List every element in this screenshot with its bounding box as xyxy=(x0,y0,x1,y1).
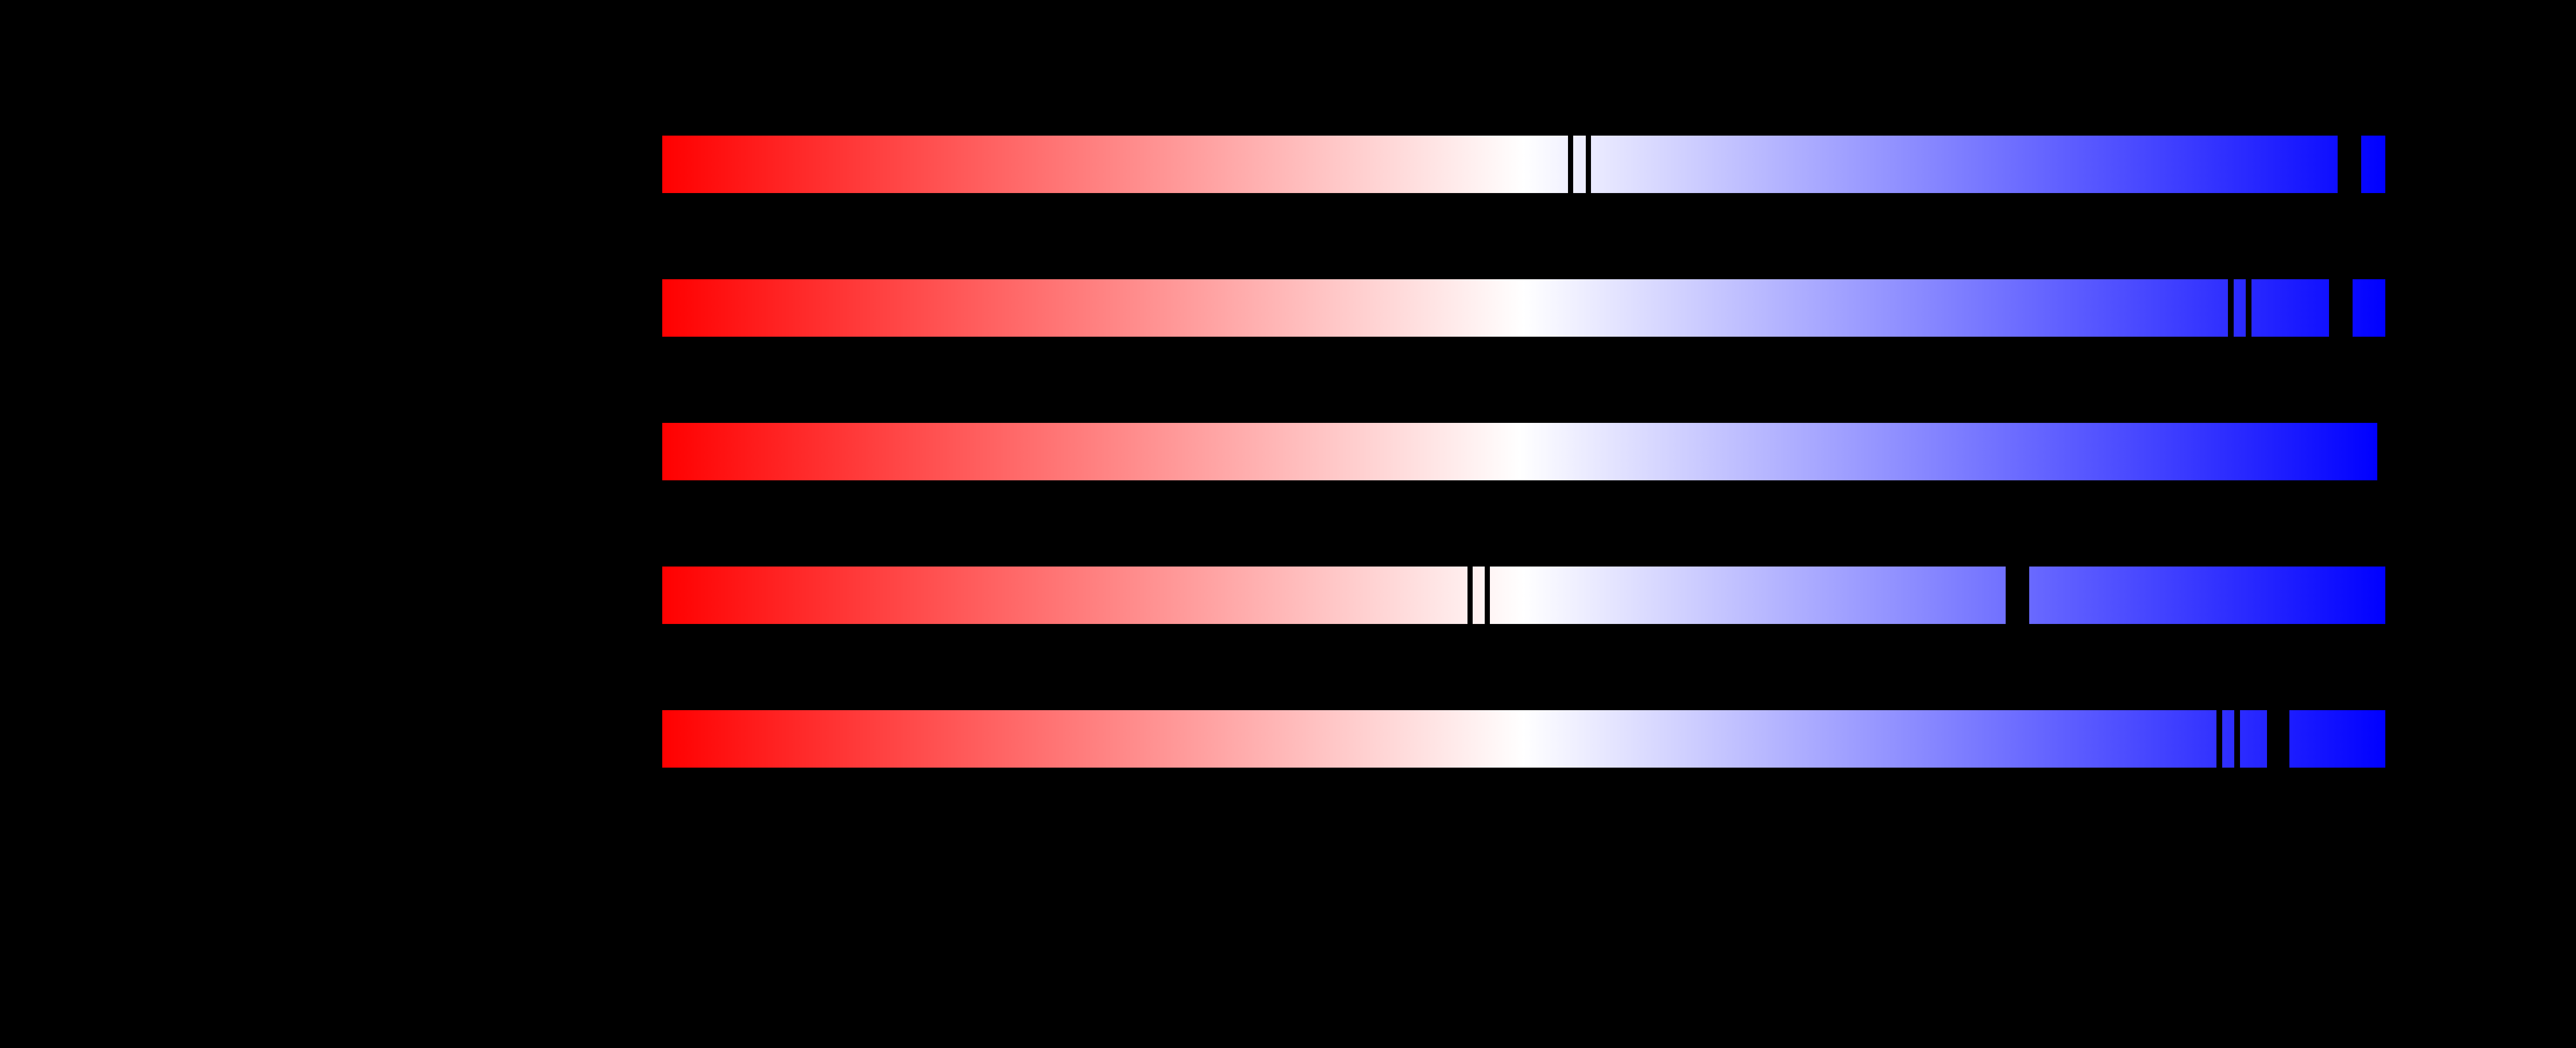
bar-marker-thin xyxy=(1567,136,1573,193)
gradient-bar-row-2 xyxy=(662,279,2385,337)
bar-marker-thin xyxy=(2245,279,2251,337)
bar-marker-thin xyxy=(1585,136,1591,193)
gradient-bar-row-5 xyxy=(662,710,2385,768)
bar-marker-thick xyxy=(2005,567,2029,624)
gradient-bar-row-1 xyxy=(662,136,2385,193)
bar-marker-thick xyxy=(2266,710,2289,768)
gradient-bar-row-4 xyxy=(662,567,2385,624)
bar-marker-thick xyxy=(2328,279,2353,337)
bar-marker-thick xyxy=(2337,136,2361,193)
bar-marker-thin xyxy=(2234,710,2240,768)
bar-marker-thin xyxy=(1467,567,1473,624)
bar-marker-thin xyxy=(1484,567,1490,624)
gradient-bar-row-3 xyxy=(662,423,2377,480)
bar-marker-thin xyxy=(2216,710,2222,768)
bar-marker-thin xyxy=(2227,279,2234,337)
